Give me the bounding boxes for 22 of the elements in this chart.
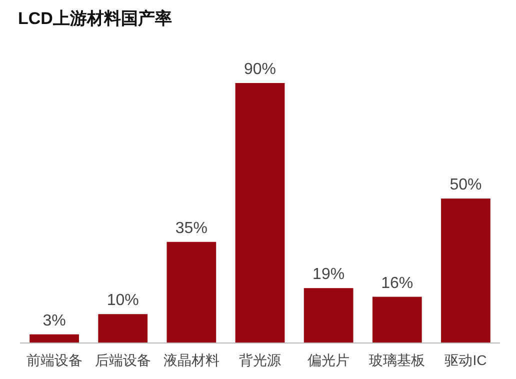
x-tick-label: 前端设备 [26, 352, 82, 368]
x-tick-label: 背光源 [239, 352, 281, 368]
bar [372, 296, 422, 343]
bar [30, 334, 79, 343]
chart-title: LCD上游材料国产率 [18, 9, 172, 28]
x-tick-label: 玻璃基板 [369, 352, 426, 368]
bar [304, 288, 354, 343]
bar [235, 83, 285, 343]
data-label: 19% [312, 266, 345, 284]
bar [441, 198, 490, 343]
x-tick-label: 驱动IC [444, 352, 487, 368]
data-label: 50% [450, 176, 482, 194]
data-label: 3% [42, 312, 66, 330]
x-tick-label: 偏光片 [308, 352, 350, 368]
x-tick-label: 后端设备 [94, 352, 151, 368]
data-label: 10% [106, 292, 139, 310]
data-label: 90% [244, 61, 276, 78]
data-label: 35% [175, 220, 208, 237]
data-label: 16% [381, 274, 414, 292]
x-tick-label: 液晶材料 [163, 352, 220, 368]
bar [166, 242, 216, 343]
bar [98, 314, 148, 343]
